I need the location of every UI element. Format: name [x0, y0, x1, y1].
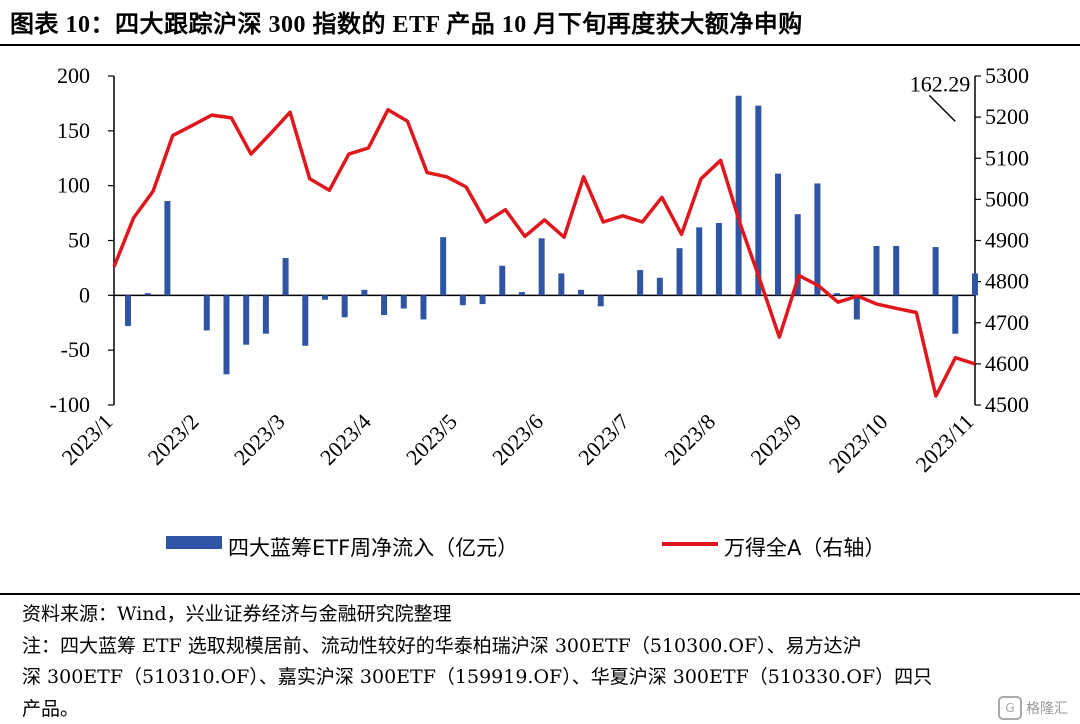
- x-tick-label: 2023/2: [143, 409, 204, 470]
- bar: [243, 295, 250, 345]
- bar: [262, 295, 269, 334]
- left-tick-label: -100: [50, 392, 90, 417]
- bar: [578, 289, 585, 296]
- legend-line-label: 万得全A（右轴）: [724, 536, 885, 560]
- left-tick-label: 50: [68, 228, 90, 253]
- bar: [381, 295, 388, 316]
- bar: [144, 293, 151, 296]
- bar: [755, 105, 762, 296]
- x-tick-label: 2023/6: [487, 409, 548, 470]
- bar: [518, 292, 525, 296]
- bar: [597, 295, 604, 307]
- bar: [499, 265, 506, 296]
- x-tick-label: 2023/3: [229, 409, 290, 470]
- bar: [440, 237, 447, 296]
- bar: [696, 227, 703, 296]
- x-tick-label: 2023/7: [573, 409, 634, 470]
- plot-group: -100 -50 0 50 100 150 200 4500 4600 4700 4800 4900 5…: [50, 63, 1029, 560]
- bar: [932, 247, 939, 296]
- left-tick-label: 0: [79, 282, 90, 307]
- bar: [302, 295, 309, 346]
- bar: [834, 293, 841, 296]
- right-tick-label: 4600: [985, 351, 1029, 376]
- bar: [715, 222, 722, 296]
- bar: [873, 245, 880, 296]
- bar: [125, 295, 131, 327]
- right-tick-label: 5200: [985, 104, 1029, 129]
- right-tick-label: 4500: [985, 392, 1029, 417]
- x-tick-label: 2023/5: [401, 409, 462, 470]
- chart-area: -100 -50 0 50 100 150 200 4500 4600 4700 4800 4900 5…: [50, 63, 1029, 560]
- bar: [735, 95, 742, 296]
- legend-bar-label: 四大蓝筹ETF周净流入（亿元）: [228, 536, 518, 560]
- bar: [814, 183, 821, 296]
- legend-bar-swatch: [166, 536, 222, 549]
- bar: [558, 273, 565, 296]
- bar: [794, 214, 801, 296]
- annotation-label: 162.29: [910, 71, 971, 96]
- right-tick-label: 4700: [985, 310, 1029, 335]
- bar: [853, 295, 860, 320]
- right-tick-label: 4800: [985, 269, 1029, 294]
- bar: [893, 245, 900, 296]
- footer-divider: [0, 593, 1080, 595]
- note-line-2: 深 300ETF（510310.OF）、嘉实沪深 300ETF（159919.O…: [22, 666, 933, 688]
- x-tick-label: 2023/9: [745, 409, 806, 470]
- annotation-leader: [928, 94, 956, 122]
- chart-title: 图表 10：四大跟踪沪深 300 指数的 ETF 产品 10 月下旬再度获大额净…: [10, 12, 803, 38]
- title-divider: [0, 44, 1080, 46]
- bar: [341, 295, 348, 318]
- right-tick-label: 4900: [985, 228, 1029, 253]
- watermark: G 格隆汇: [998, 696, 1068, 720]
- bar: [361, 289, 368, 296]
- bar: [282, 258, 289, 296]
- left-tick-label: 200: [57, 63, 90, 88]
- bar: [203, 295, 210, 331]
- left-tick-label: -50: [61, 337, 90, 362]
- bar: [223, 295, 230, 375]
- bar: [538, 238, 545, 296]
- watermark-logo-icon: G: [998, 696, 1022, 720]
- source-note: 资料来源：Wind，兴业证券经济与金融研究院整理: [22, 603, 452, 625]
- bar: [775, 173, 782, 296]
- x-tick-label: 2023/4: [315, 409, 376, 470]
- bar: [400, 295, 407, 309]
- bar: [952, 295, 959, 334]
- x-tick-label: 2023/10: [824, 409, 893, 478]
- right-tick-label: 5000: [985, 186, 1029, 211]
- watermark-text: 格隆汇: [1026, 701, 1068, 717]
- note-line-3: 产品。: [22, 698, 80, 720]
- bar: [972, 273, 978, 296]
- note-line-1: 注：四大蓝筹 ETF 选取规模居前、流动性较好的华泰柏瑞沪深 300ETF（51…: [22, 635, 862, 657]
- bar: [164, 201, 171, 296]
- bar: [656, 277, 663, 296]
- x-tick-label: 2023/11: [910, 409, 978, 477]
- bar: [420, 295, 427, 320]
- x-tick-label: 2023/8: [659, 409, 720, 470]
- bar: [676, 248, 683, 296]
- left-tick-label: 150: [57, 118, 90, 143]
- bar: [459, 295, 466, 306]
- bar: [321, 295, 328, 300]
- bar: [637, 270, 644, 296]
- right-tick-label: 5300: [985, 63, 1029, 88]
- bar: [479, 295, 486, 305]
- right-tick-label: 5100: [985, 145, 1029, 170]
- x-tick-label: 2023/1: [57, 409, 118, 470]
- index-line: [112, 107, 976, 398]
- left-tick-label: 100: [57, 173, 90, 198]
